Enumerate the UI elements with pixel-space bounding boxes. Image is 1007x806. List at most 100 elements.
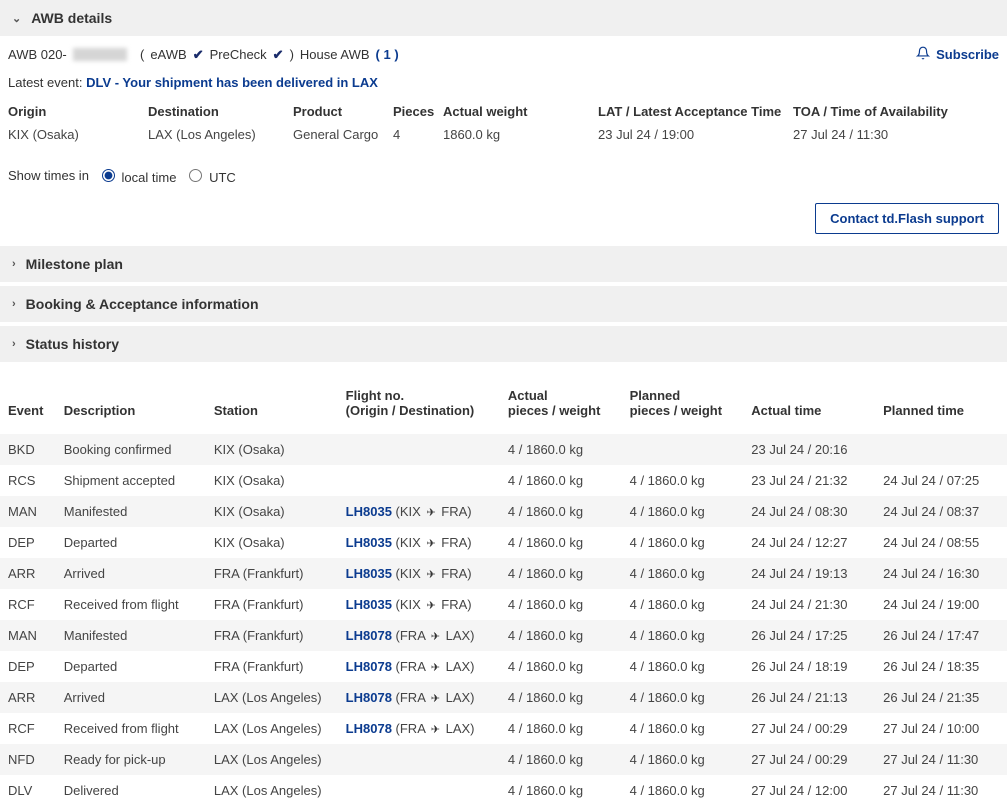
- cell-actual-pw: 4 / 1860.0 kg: [500, 651, 622, 682]
- cell-station: KIX (Osaka): [206, 434, 338, 465]
- cell-actual-pw: 4 / 1860.0 kg: [500, 527, 622, 558]
- awb-number-redacted: [73, 48, 127, 61]
- status-history-table: Event Description Station Flight no. (Or…: [0, 380, 1007, 806]
- milestone-plan-header[interactable]: › Milestone plan: [0, 246, 1007, 282]
- actual-weight-label: Actual weight: [443, 104, 598, 119]
- destination-value: LAX (Los Angeles): [148, 127, 293, 142]
- awb-prefix: AWB 020-: [8, 47, 67, 62]
- flight-link[interactable]: LH8035: [346, 566, 392, 581]
- lat-value: 23 Jul 24 / 19:00: [598, 127, 793, 142]
- table-row: RCFReceived from flightFRA (Frankfurt)LH…: [0, 589, 1007, 620]
- cell-station: FRA (Frankfurt): [206, 620, 338, 651]
- table-row: BKDBooking confirmedKIX (Osaka)4 / 1860.…: [0, 434, 1007, 465]
- flight-link[interactable]: LH8078: [346, 721, 392, 736]
- cell-actual-pw: 4 / 1860.0 kg: [500, 620, 622, 651]
- utc-input[interactable]: [189, 169, 202, 182]
- cell-planned-pw: 4 / 1860.0 kg: [622, 744, 744, 775]
- awb-summary-line: AWB 020- ( eAWB ✔ PreCheck ✔ ) House AWB…: [0, 36, 1007, 71]
- destination-label: Destination: [148, 104, 293, 119]
- cell-actual-time: 24 Jul 24 / 08:30: [743, 496, 875, 527]
- cell-planned-time: 24 Jul 24 / 16:30: [875, 558, 1007, 589]
- cell-actual-time: 26 Jul 24 / 17:25: [743, 620, 875, 651]
- eawb-label: eAWB: [150, 47, 186, 62]
- subscribe-button[interactable]: Subscribe: [916, 46, 999, 63]
- booking-info-header[interactable]: › Booking & Acceptance information: [0, 286, 1007, 322]
- cell-event: BKD: [0, 434, 56, 465]
- product-label: Product: [293, 104, 393, 119]
- local-time-input[interactable]: [102, 169, 115, 182]
- cell-flight: LH8035 (KIX ✈ FRA): [338, 496, 500, 527]
- plane-icon: ✈: [426, 507, 435, 519]
- cell-planned-pw: 4 / 1860.0 kg: [622, 589, 744, 620]
- latest-event-label: Latest event:: [8, 75, 82, 90]
- flight-link[interactable]: LH8078: [346, 659, 392, 674]
- cell-planned-time: 27 Jul 24 / 11:30: [875, 744, 1007, 775]
- status-history-title: Status history: [26, 336, 119, 352]
- col-actual-time: Actual time: [743, 380, 875, 434]
- cell-planned-time: [875, 434, 1007, 465]
- cell-planned-time: 24 Jul 24 / 07:25: [875, 465, 1007, 496]
- flight-link[interactable]: LH8035: [346, 535, 392, 550]
- cell-actual-time: 24 Jul 24 / 19:13: [743, 558, 875, 589]
- cell-actual-pw: 4 / 1860.0 kg: [500, 744, 622, 775]
- cell-event: RCF: [0, 713, 56, 744]
- flight-route: (FRA ✈ LAX): [392, 659, 475, 674]
- plane-icon: ✈: [426, 538, 435, 550]
- cell-station: FRA (Frankfurt): [206, 651, 338, 682]
- house-awb-label: House AWB: [300, 47, 370, 62]
- cell-planned-pw: 4 / 1860.0 kg: [622, 465, 744, 496]
- milestone-plan-title: Milestone plan: [26, 256, 123, 272]
- contact-support-button[interactable]: Contact td.Flash support: [815, 203, 999, 234]
- precheck-label: PreCheck: [210, 47, 267, 62]
- cell-event: NFD: [0, 744, 56, 775]
- cell-description: Shipment accepted: [56, 465, 206, 496]
- cell-planned-time: 24 Jul 24 / 19:00: [875, 589, 1007, 620]
- cell-station: KIX (Osaka): [206, 527, 338, 558]
- plane-icon: ✈: [431, 662, 440, 674]
- flight-link[interactable]: LH8035: [346, 597, 392, 612]
- cell-actual-time: 24 Jul 24 / 21:30: [743, 589, 875, 620]
- cell-flight: LH8035 (KIX ✈ FRA): [338, 527, 500, 558]
- cell-planned-time: 24 Jul 24 / 08:55: [875, 527, 1007, 558]
- table-row: NFDReady for pick-upLAX (Los Angeles)4 /…: [0, 744, 1007, 775]
- cell-planned-time: 26 Jul 24 / 17:47: [875, 620, 1007, 651]
- cell-flight: [338, 465, 500, 496]
- product-value: General Cargo: [293, 127, 393, 142]
- local-time-radio[interactable]: local time: [97, 166, 177, 185]
- cell-actual-time: 26 Jul 24 / 18:19: [743, 651, 875, 682]
- cell-station: KIX (Osaka): [206, 496, 338, 527]
- status-history-header[interactable]: › Status history: [0, 326, 1007, 362]
- col-actual-pw: Actual pieces / weight: [500, 380, 622, 434]
- table-row: RCSShipment acceptedKIX (Osaka)4 / 1860.…: [0, 465, 1007, 496]
- cell-flight: LH8035 (KIX ✈ FRA): [338, 589, 500, 620]
- latest-event-link[interactable]: DLV - Your shipment has been delivered i…: [86, 75, 378, 90]
- table-row: MANManifestedKIX (Osaka)LH8035 (KIX ✈ FR…: [0, 496, 1007, 527]
- cell-event: ARR: [0, 558, 56, 589]
- cell-description: Departed: [56, 651, 206, 682]
- cell-actual-pw: 4 / 1860.0 kg: [500, 713, 622, 744]
- cell-planned-time: 24 Jul 24 / 08:37: [875, 496, 1007, 527]
- actual-weight-value: 1860.0 kg: [443, 127, 598, 142]
- awb-details-header[interactable]: ⌄ AWB details: [0, 0, 1007, 36]
- chevron-right-icon: ›: [12, 298, 16, 310]
- cell-actual-pw: 4 / 1860.0 kg: [500, 558, 622, 589]
- cell-event: RCS: [0, 465, 56, 496]
- utc-radio[interactable]: UTC: [184, 166, 235, 185]
- awb-details-title: AWB details: [31, 10, 112, 26]
- cell-description: Received from flight: [56, 713, 206, 744]
- flight-link[interactable]: LH8035: [346, 504, 392, 519]
- table-row: MANManifestedFRA (Frankfurt)LH8078 (FRA …: [0, 620, 1007, 651]
- flight-route: (KIX ✈ FRA): [392, 504, 472, 519]
- cell-description: Manifested: [56, 496, 206, 527]
- cell-actual-pw: 4 / 1860.0 kg: [500, 465, 622, 496]
- cell-station: LAX (Los Angeles): [206, 713, 338, 744]
- table-row: DEPDepartedFRA (Frankfurt) LH8078 (FRA ✈ …: [0, 651, 1007, 682]
- cell-flight: LH8035 (KIX ✈ FRA): [338, 558, 500, 589]
- cell-planned-pw: 4 / 1860.0 kg: [622, 527, 744, 558]
- flight-link[interactable]: LH8078: [346, 628, 392, 643]
- house-awb-link[interactable]: ( 1 ): [376, 47, 399, 62]
- flight-route: (KIX ✈ FRA): [392, 535, 472, 550]
- cell-actual-pw: 4 / 1860.0 kg: [500, 682, 622, 713]
- cell-event: DEP: [0, 651, 56, 682]
- flight-link[interactable]: LH8078: [346, 690, 392, 705]
